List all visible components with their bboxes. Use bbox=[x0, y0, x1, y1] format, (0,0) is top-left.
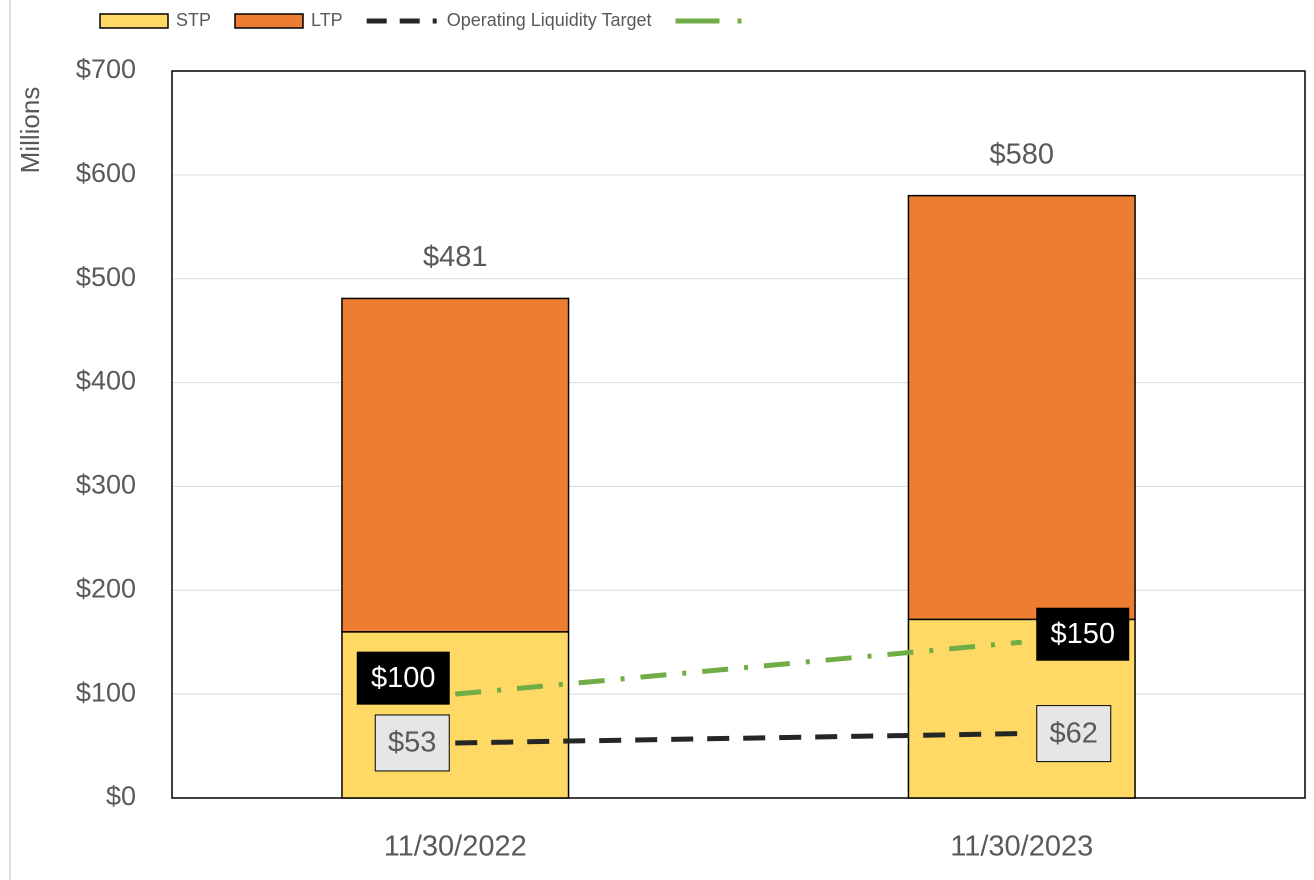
total-label: $481 bbox=[423, 241, 488, 273]
y-tick-label: $100 bbox=[76, 677, 136, 707]
data-label-box bbox=[1036, 705, 1112, 763]
plot-frame bbox=[171, 70, 1306, 799]
y-tick-label: $600 bbox=[76, 158, 136, 188]
y-tick-label: $0 bbox=[106, 781, 136, 811]
legend-label: LTP bbox=[311, 10, 343, 30]
data-label-box bbox=[356, 651, 450, 705]
bar-segment bbox=[341, 297, 570, 633]
y-axis-label: Millions bbox=[15, 87, 45, 174]
data-label-box bbox=[374, 714, 450, 772]
data-label: $53 bbox=[388, 727, 436, 759]
data-label-box bbox=[1036, 607, 1130, 661]
y-tick-label: $700 bbox=[76, 54, 136, 84]
total-label: $580 bbox=[989, 138, 1054, 170]
y-tick-label: $400 bbox=[76, 366, 136, 396]
data-label: $62 bbox=[1050, 717, 1098, 749]
bar-segment bbox=[907, 194, 1136, 621]
y-tick-label: $500 bbox=[76, 262, 136, 292]
x-tick-label: 11/30/2022 bbox=[384, 831, 527, 863]
data-label: $150 bbox=[1050, 618, 1115, 650]
legend-swatch bbox=[99, 13, 169, 29]
legend-label: Operating Liquidity Target bbox=[447, 10, 652, 30]
x-tick-label: 11/30/2023 bbox=[950, 831, 1093, 863]
data-label: $100 bbox=[371, 662, 436, 694]
legend-swatch bbox=[234, 13, 304, 29]
y-tick-label: $300 bbox=[76, 470, 136, 500]
legend-label: STP bbox=[176, 10, 211, 30]
line-series bbox=[455, 731, 1022, 746]
y-tick-label: $200 bbox=[76, 573, 136, 603]
